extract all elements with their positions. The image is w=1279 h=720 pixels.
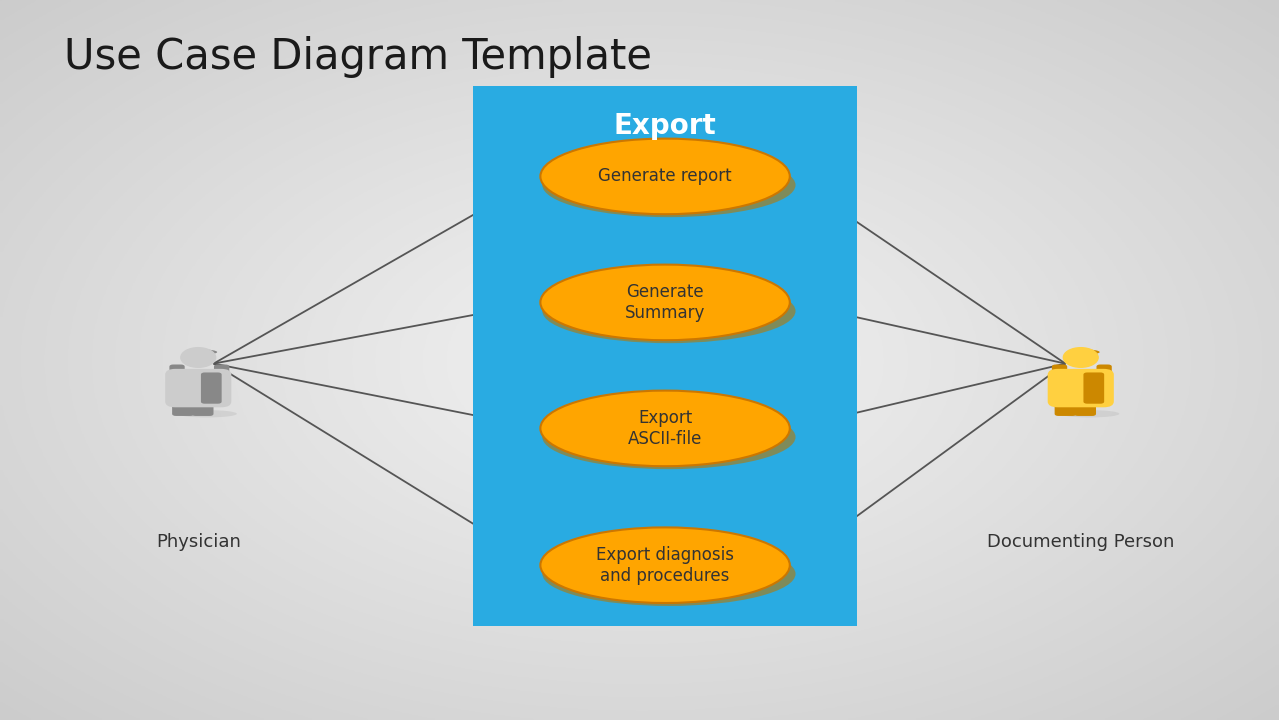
Text: Export: Export: [614, 112, 716, 140]
Ellipse shape: [540, 265, 789, 341]
Ellipse shape: [542, 541, 796, 606]
Ellipse shape: [185, 349, 217, 355]
FancyBboxPatch shape: [214, 364, 229, 381]
Text: Generate
Summary: Generate Summary: [625, 283, 705, 322]
Ellipse shape: [540, 527, 789, 603]
FancyBboxPatch shape: [201, 372, 221, 404]
Circle shape: [180, 348, 216, 367]
FancyBboxPatch shape: [173, 398, 194, 416]
FancyBboxPatch shape: [169, 364, 184, 381]
FancyBboxPatch shape: [165, 369, 231, 408]
FancyBboxPatch shape: [1083, 372, 1104, 404]
Ellipse shape: [540, 139, 789, 215]
Ellipse shape: [177, 410, 237, 418]
FancyBboxPatch shape: [1048, 369, 1114, 408]
Ellipse shape: [1068, 349, 1100, 355]
Text: Generate report: Generate report: [599, 168, 732, 186]
Ellipse shape: [542, 405, 796, 469]
Ellipse shape: [1059, 410, 1119, 418]
Text: Export
ASCII-file: Export ASCII-file: [628, 409, 702, 448]
Text: Export diagnosis
and procedures: Export diagnosis and procedures: [596, 546, 734, 585]
FancyBboxPatch shape: [1051, 364, 1067, 381]
FancyBboxPatch shape: [1074, 398, 1096, 416]
Text: Use Case Diagram Template: Use Case Diagram Template: [64, 36, 652, 78]
FancyBboxPatch shape: [1055, 398, 1077, 416]
FancyBboxPatch shape: [473, 86, 857, 626]
Text: Documenting Person: Documenting Person: [987, 533, 1174, 551]
Ellipse shape: [540, 390, 789, 467]
Ellipse shape: [542, 153, 796, 217]
Circle shape: [1063, 348, 1099, 367]
FancyBboxPatch shape: [1096, 364, 1111, 381]
Text: Physician: Physician: [156, 533, 240, 551]
FancyBboxPatch shape: [192, 398, 214, 416]
Ellipse shape: [542, 279, 796, 343]
